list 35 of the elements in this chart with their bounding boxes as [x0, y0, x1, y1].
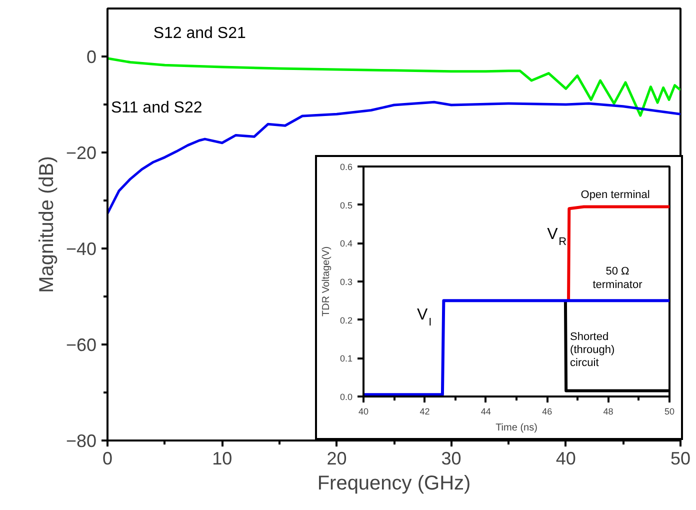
y-tick-label: −40	[66, 239, 97, 259]
y-tick-label: −60	[66, 335, 97, 355]
x-tick-label: 50	[670, 448, 691, 468]
x-tick-label: 20	[326, 448, 347, 468]
series-label: 50 Ω terminator	[592, 266, 643, 291]
x-tick-label: 10	[212, 448, 232, 468]
y-axis-title: Magnitude (dB)	[36, 156, 58, 293]
line-series	[108, 57, 680, 117]
x-tick-label: 50	[664, 406, 675, 416]
y-tick-label: 0.4	[340, 238, 353, 249]
x-tick-label: 40	[556, 448, 576, 468]
series-label: S12 and S21	[153, 25, 246, 42]
y-tick-label: 0.2	[340, 315, 353, 326]
x-tick-label: 30	[441, 448, 462, 468]
y-tick-label: 0.0	[340, 392, 353, 402]
series-label: Shorted (through) circuit	[570, 330, 615, 370]
x-tick-label: 40	[358, 406, 369, 416]
y-tick-label: 0	[86, 47, 97, 67]
series-label: S11 and S22	[110, 100, 202, 116]
x-axis-title: Time (ns)	[496, 422, 538, 434]
line-series	[108, 100, 680, 215]
y-tick-label: −80	[66, 431, 97, 451]
series-label: Open terminal	[580, 189, 650, 201]
y-tick-label: 0.5	[340, 200, 353, 210]
x-tick-label: 46	[542, 406, 552, 416]
y-tick-label: −20	[66, 143, 97, 163]
y-tick-label: 0.3	[340, 277, 353, 287]
y-tick-label: 0.1	[340, 354, 353, 364]
y-axis-title: TDR Voltage(V)	[320, 246, 332, 317]
x-axis-title: Frequency (GHz)	[317, 472, 471, 494]
x-tick-label: 48	[603, 406, 614, 416]
y-tick-label: 0.6	[340, 162, 353, 172]
x-tick-label: 0	[102, 448, 113, 468]
x-tick-label: 44	[480, 406, 491, 416]
x-tick-label: 42	[420, 406, 430, 416]
